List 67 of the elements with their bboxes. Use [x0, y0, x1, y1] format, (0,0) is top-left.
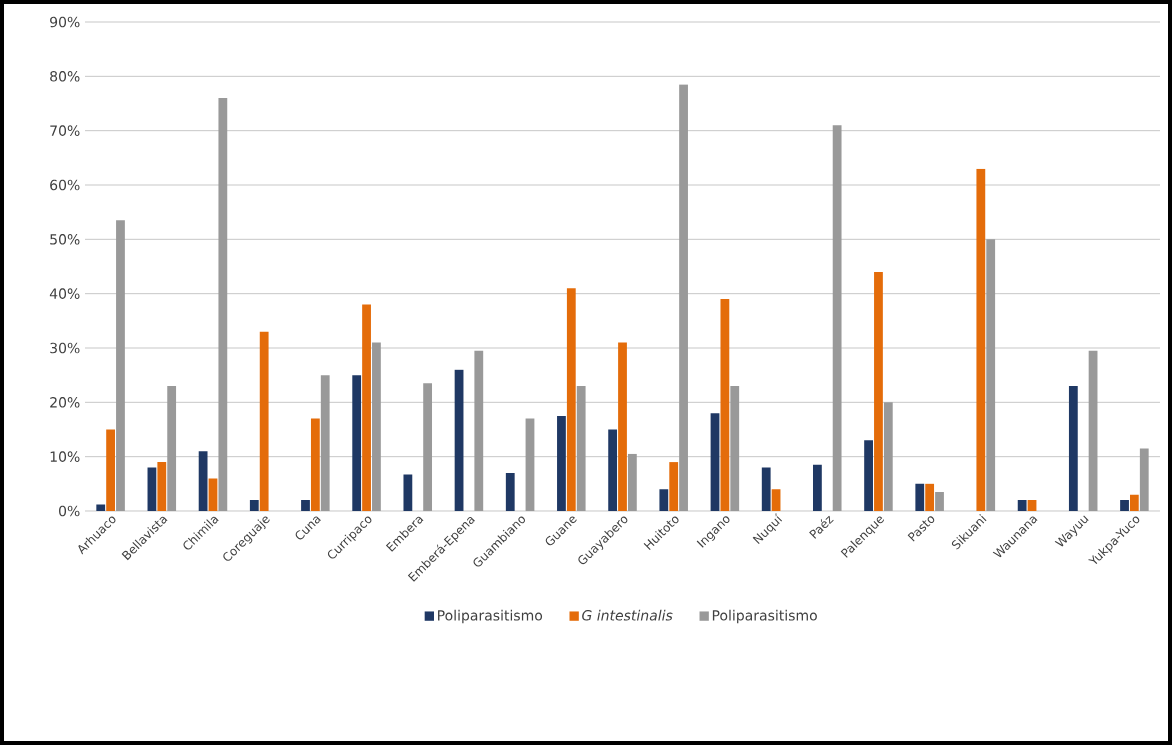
y-tick-label: 50%	[50, 234, 80, 245]
y-tick-label: 60%	[50, 179, 80, 191]
bar	[167, 386, 177, 511]
bar	[301, 500, 310, 511]
bar	[1130, 494, 1139, 511]
bar	[679, 84, 688, 511]
bar	[362, 304, 371, 511]
bar	[627, 453, 637, 511]
bar	[1139, 448, 1149, 511]
bar	[320, 375, 330, 511]
y-tick-label: 70%	[50, 125, 80, 136]
bar	[874, 271, 883, 511]
bar	[505, 472, 515, 511]
y-tick-label: 80%	[50, 71, 80, 82]
bar	[1027, 500, 1037, 511]
bar	[208, 478, 218, 511]
bar	[864, 440, 873, 511]
bar	[710, 413, 720, 511]
bar	[730, 386, 740, 511]
bar	[403, 474, 413, 511]
bar	[608, 429, 618, 511]
bar	[566, 288, 576, 511]
bar	[935, 491, 944, 511]
bar	[525, 418, 535, 511]
bar	[976, 168, 986, 511]
y-tick-label: 30%	[50, 342, 80, 354]
bar	[557, 415, 566, 511]
bar	[218, 98, 228, 511]
bar	[618, 342, 627, 511]
legend-label: G intestinalis	[582, 609, 673, 621]
bar	[915, 483, 925, 511]
bar	[986, 239, 996, 511]
bar	[106, 429, 115, 511]
bar	[1088, 350, 1098, 511]
bar	[771, 489, 781, 511]
bar	[576, 386, 586, 511]
bar	[720, 299, 730, 511]
bar	[157, 462, 167, 511]
bar	[925, 483, 935, 511]
bar	[198, 451, 208, 511]
y-tick-label: 90%	[50, 16, 80, 28]
bar	[1017, 500, 1027, 511]
bar	[259, 331, 269, 511]
y-tick-label: 20%	[50, 397, 80, 408]
bar	[813, 464, 822, 511]
bar	[249, 500, 259, 511]
bar	[310, 418, 320, 511]
y-tick-label: 10%	[50, 451, 80, 462]
bar	[659, 489, 669, 511]
bar	[474, 350, 484, 511]
bar	[1120, 500, 1129, 511]
bar	[832, 125, 842, 511]
y-tick-label: 0%	[59, 505, 80, 517]
legend-label: Poliparasitismo	[438, 609, 543, 624]
y-tick-label: 40%	[49, 288, 80, 299]
bar	[96, 504, 106, 511]
bar	[1068, 386, 1078, 511]
bar	[883, 402, 893, 511]
bar	[761, 467, 771, 511]
bar	[147, 467, 157, 511]
bar	[352, 375, 362, 511]
bar	[669, 462, 679, 511]
bar	[454, 369, 464, 511]
bar	[423, 383, 433, 511]
legend-label: Poliparasitismo	[712, 609, 817, 624]
bar	[116, 220, 125, 511]
bar	[372, 342, 381, 511]
